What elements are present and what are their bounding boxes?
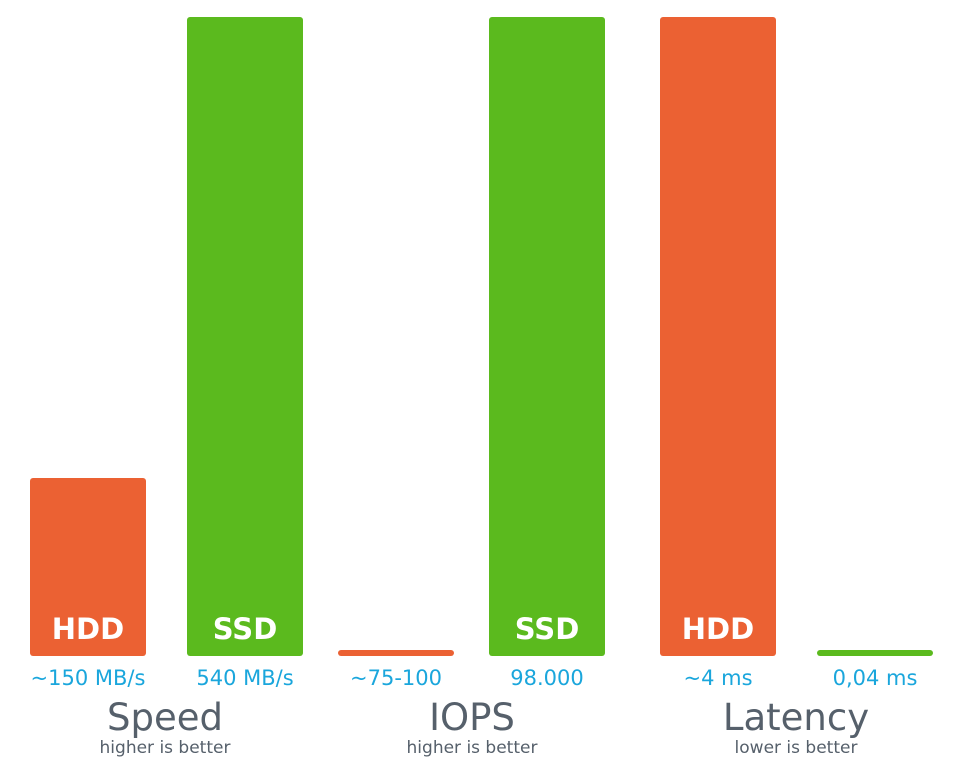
group-subtitle: higher is better <box>406 738 538 758</box>
bar-latency-hdd: HDD <box>660 17 776 656</box>
bar-series-label: SSD <box>212 612 278 646</box>
value-label: ~150 MB/s <box>30 666 146 690</box>
group-title: Latency <box>722 696 870 739</box>
bar-iops-hdd <box>338 650 454 656</box>
bar-speed-ssd: SSD <box>187 17 303 656</box>
bar-iops-ssd: SSD <box>489 17 605 656</box>
group-title: Speed <box>107 696 223 739</box>
group-subtitle: higher is better <box>99 738 231 758</box>
value-label: 540 MB/s <box>196 666 294 690</box>
value-label: ~75-100 <box>350 666 442 690</box>
value-label: ~4 ms <box>683 666 753 690</box>
bar-latency-ssd <box>817 650 933 656</box>
bar-series-label: HDD <box>681 612 755 646</box>
bar-speed-hdd: HDD <box>30 478 146 656</box>
group-subtitle: lower is better <box>734 738 858 758</box>
bar-series-label: HDD <box>51 612 125 646</box>
bar-series-label: SSD <box>514 612 580 646</box>
value-label: 0,04 ms <box>832 666 918 690</box>
group-title: IOPS <box>429 696 515 739</box>
value-label: 98.000 <box>510 666 584 690</box>
